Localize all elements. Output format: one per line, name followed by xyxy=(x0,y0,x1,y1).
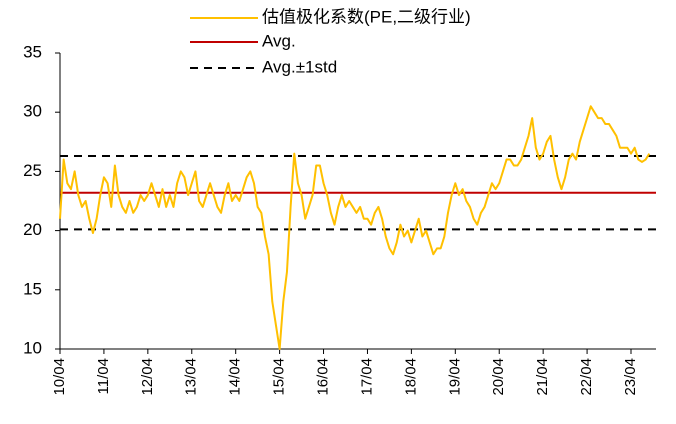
x-tick-label: 16/04 xyxy=(315,358,332,396)
y-tick-label: 10 xyxy=(23,338,42,357)
x-tick-label: 15/04 xyxy=(271,358,288,396)
x-tick-label: 23/04 xyxy=(622,358,639,396)
y-tick-label: 35 xyxy=(23,42,42,61)
y-tick-label: 20 xyxy=(23,220,42,239)
x-tick-label: 21/04 xyxy=(534,358,551,396)
y-tick-label: 25 xyxy=(23,161,42,180)
legend-label: Avg. xyxy=(262,31,296,50)
x-tick-label: 14/04 xyxy=(227,358,244,396)
legend-label: Avg.±1std xyxy=(262,57,337,76)
x-tick-label: 17/04 xyxy=(358,358,375,396)
x-tick-label: 12/04 xyxy=(139,358,156,396)
x-tick-label: 20/04 xyxy=(490,358,507,396)
x-tick-label: 11/04 xyxy=(95,358,112,394)
x-tick-label: 13/04 xyxy=(183,358,200,396)
x-tick-label: 19/04 xyxy=(446,358,463,396)
y-tick-label: 15 xyxy=(23,279,42,298)
y-tick-label: 30 xyxy=(23,102,42,121)
legend-label: 估值极化系数(PE,二级行业) xyxy=(262,7,471,26)
data-line xyxy=(59,105,651,350)
x-tick-label: 18/04 xyxy=(402,358,419,396)
x-tick-label: 22/04 xyxy=(578,358,595,396)
x-tick-label: 10/04 xyxy=(51,358,68,396)
